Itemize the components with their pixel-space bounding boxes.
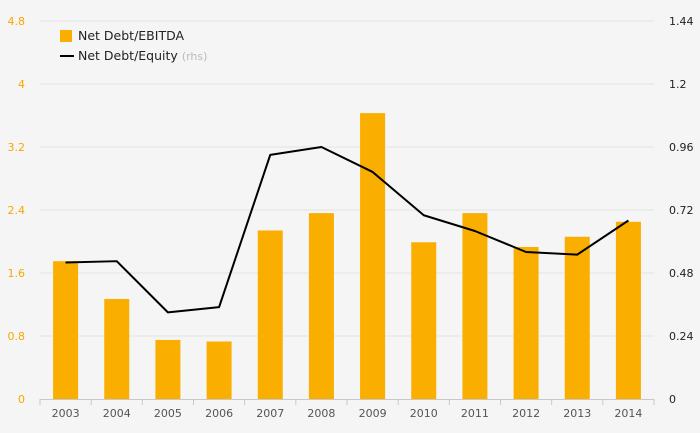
x-tick-label: 2013 — [563, 407, 591, 420]
series-line — [65, 146, 629, 314]
bar — [360, 113, 386, 399]
y-right-tick-label: 1.2 — [669, 78, 687, 91]
y-left-tick-label: 0.8 — [8, 330, 26, 343]
legend-line-name: Net Debt/Equity — [78, 48, 178, 63]
legend-swatch-bar — [60, 30, 72, 42]
bar-series — [53, 113, 641, 399]
x-tick-label: 2006 — [205, 407, 233, 420]
y-left-tick-label: 0 — [18, 393, 25, 406]
bar — [513, 247, 539, 399]
y-left-tick-label: 3.2 — [8, 141, 26, 154]
bar — [257, 230, 283, 399]
bar — [308, 213, 334, 399]
bar — [615, 221, 641, 399]
y-right-tick-label: 0.96 — [669, 141, 694, 154]
line-series — [65, 146, 629, 314]
gridlines — [40, 20, 654, 337]
x-tick-label: 2008 — [307, 407, 335, 420]
x-tick-label: 2014 — [614, 407, 642, 420]
legend-label-bar: Net Debt/EBITDA — [78, 28, 184, 43]
legend-label-line: Net Debt/Equity (rhs) — [78, 48, 207, 63]
y-right-tick-label: 1.44 — [669, 15, 694, 28]
y-right-tick-label: 0 — [669, 393, 676, 406]
x-tick-label: 2007 — [256, 407, 284, 420]
x-tick-label: 2011 — [461, 407, 489, 420]
y-right-tick-label: 0.72 — [669, 204, 694, 217]
y-right-tick-label: 0.24 — [669, 330, 694, 343]
bar — [564, 236, 590, 399]
x-tick-label: 2003 — [52, 407, 80, 420]
bar — [155, 339, 181, 399]
y-left-tick-label: 4 — [18, 78, 25, 91]
x-tick-label: 2004 — [103, 407, 131, 420]
x-tick-label: 2010 — [410, 407, 438, 420]
legend-line-note: (rhs) — [182, 50, 208, 63]
x-tick-label: 2009 — [359, 407, 387, 420]
bar — [206, 341, 232, 399]
bar — [104, 298, 130, 399]
y-right-tick-label: 0.48 — [669, 267, 694, 280]
x-tick-label: 2012 — [512, 407, 540, 420]
axes: 0 0.8 1.6 2.4 3.2 4 4.8 0 0.24 0.48 0.72 0.96 1.2 1.4… — [8, 15, 694, 420]
x-tick-label: 2005 — [154, 407, 182, 420]
y-left-tick-label: 4.8 — [8, 15, 26, 28]
y-left-tick-label: 2.4 — [8, 204, 26, 217]
bar — [411, 242, 437, 399]
bar — [53, 261, 79, 399]
legend: Net Debt/EBITDA Net Debt/Equity (rhs) — [60, 28, 207, 63]
bar — [462, 213, 488, 399]
y-left-tick-label: 1.6 — [8, 267, 26, 280]
